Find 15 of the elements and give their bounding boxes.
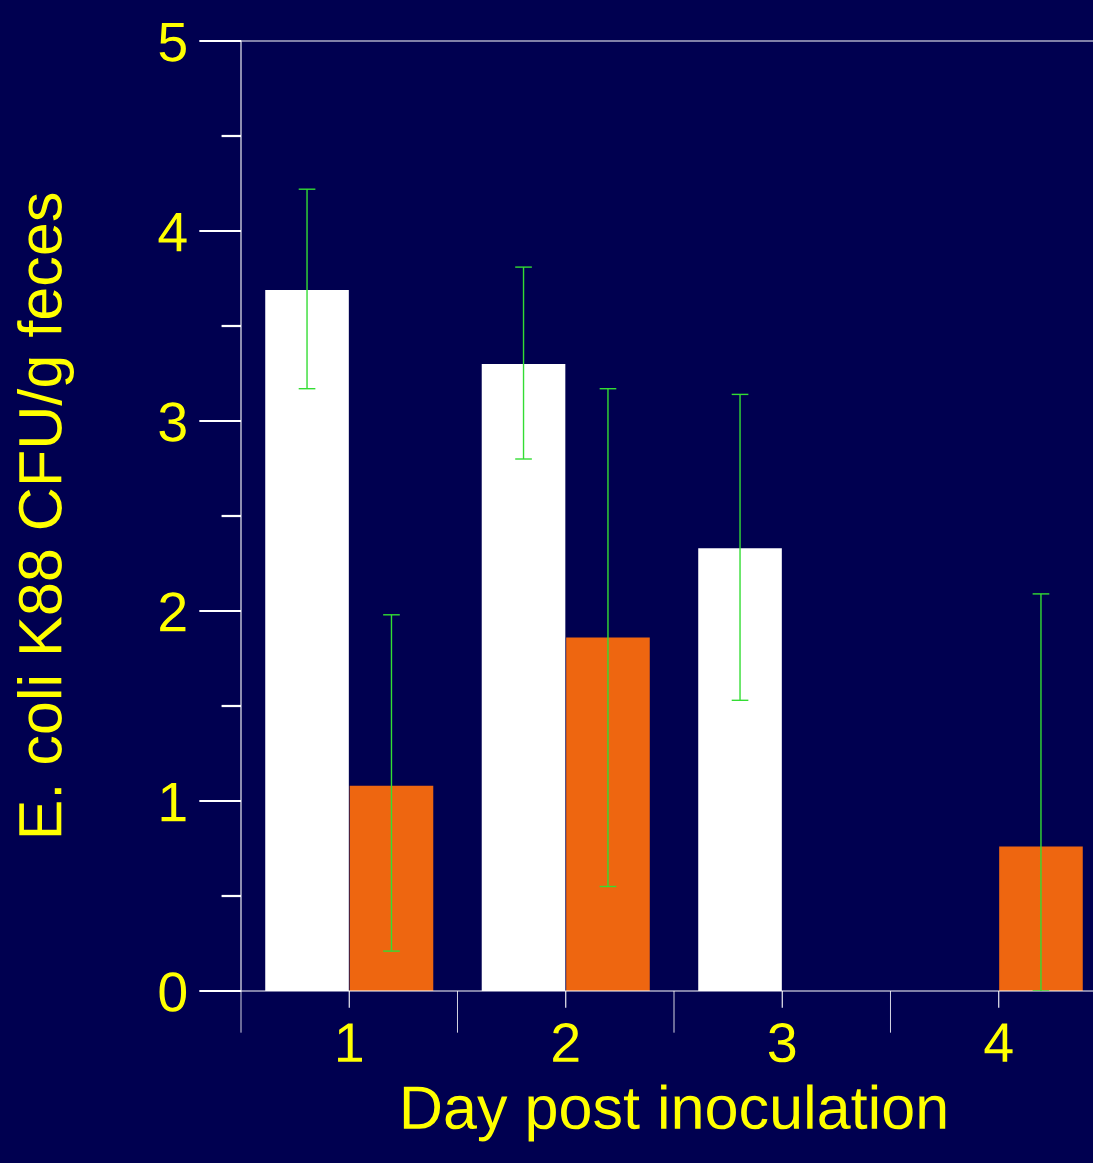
x-tick-label: 4 <box>984 1023 1013 1062</box>
y-tick-label: 2 <box>160 592 186 632</box>
y-tick-label: 0 <box>159 972 187 1012</box>
x-axis-title: Day post inoculation <box>403 1084 946 1142</box>
bar <box>349 785 434 991</box>
y-axis-title: E. coli K88 CFU/g feces <box>17 193 74 836</box>
y-tick-label: 3 <box>159 402 186 442</box>
x-tick-label: 2 <box>553 1023 579 1062</box>
y-tick-label: 4 <box>158 212 187 252</box>
x-tick-label: 1 <box>338 1023 362 1062</box>
bar <box>999 846 1083 991</box>
bar <box>566 637 650 991</box>
y-tick-label: 5 <box>159 22 186 62</box>
y-tick-label: 1 <box>161 782 186 822</box>
x-tick-label: 3 <box>768 1023 796 1063</box>
